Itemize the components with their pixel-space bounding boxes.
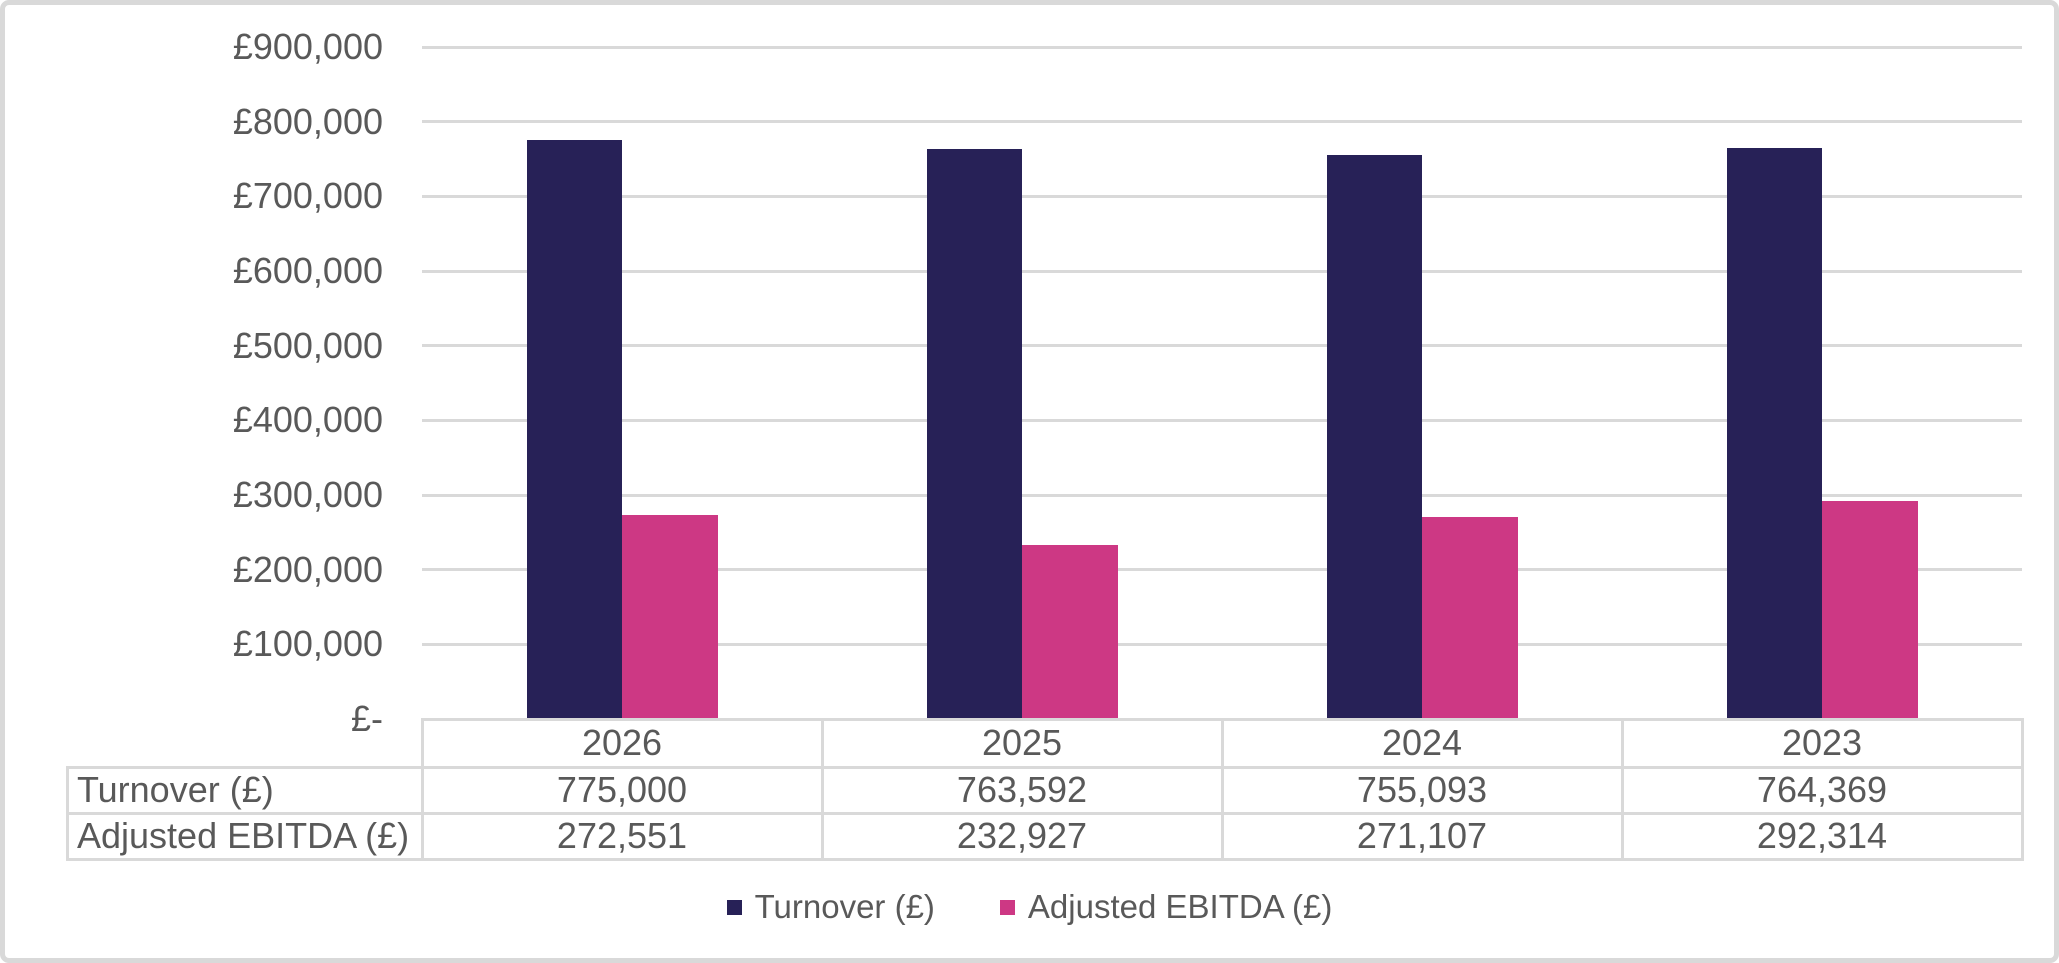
gridline [422, 418, 2022, 422]
bar-ebitda-2023 [1822, 501, 1918, 719]
table-category-cell: 2023 [1781, 722, 1863, 763]
bar-turnover-2026 [527, 140, 622, 719]
legend-swatch-icon [726, 899, 742, 915]
gridline [422, 120, 2022, 124]
legend-label: Adjusted EBITDA (£) [1027, 888, 1333, 925]
gridline [422, 344, 2022, 348]
y-axis-tick-label: £300,000 [232, 474, 383, 515]
table-value-cell: 764,369 [1756, 769, 1888, 810]
plot-area [422, 45, 2022, 719]
table-border-line [65, 765, 69, 861]
table-border-line [1620, 717, 1624, 861]
table-border-line [2020, 717, 2024, 861]
legend-swatch-icon [999, 899, 1015, 915]
table-value-cell: 272,551 [556, 815, 688, 856]
bar-turnover-2024 [1327, 155, 1422, 719]
gridline [422, 493, 2022, 497]
table-value-cell: 763,592 [956, 769, 1088, 810]
table-category-cell: 2024 [1381, 722, 1463, 763]
gridline [422, 568, 2022, 572]
y-axis-tick-label: £900,000 [232, 26, 383, 67]
y-axis-tick-label: £100,000 [232, 623, 383, 665]
y-axis-tick-label: £700,000 [232, 175, 383, 217]
legend-label: Turnover (£) [754, 888, 935, 925]
table-border-line [67, 857, 2022, 861]
y-axis-tick-label: £- [350, 698, 383, 739]
bar-turnover-2023 [1727, 148, 1822, 719]
table-border-line [420, 717, 424, 861]
table-value-cell: 232,927 [956, 815, 1088, 856]
bar-ebitda-2024 [1422, 517, 1518, 719]
table-value-cell: 271,107 [1356, 815, 1488, 856]
legend-entry: Adjusted EBITDA (£) [999, 888, 1333, 926]
bar-ebitda-2025 [1022, 545, 1118, 719]
legend: Turnover (£) Adjusted EBITDA (£) [5, 885, 2054, 929]
legend-entry: Turnover (£) [726, 888, 935, 926]
bar-ebitda-2026 [622, 515, 718, 719]
y-axis: £900,000 £800,000 £700,000 £600,000 £500,000… [5, 5, 383, 958]
y-axis-tick-label: £500,000 [232, 324, 383, 366]
table-row-label: Turnover (£) [77, 769, 274, 810]
gridline [422, 642, 2022, 646]
table-border-line [67, 811, 2022, 815]
table-value-cell: 292,314 [1756, 815, 1888, 856]
table-border-line [67, 765, 2022, 769]
table-value-cell: 775,000 [556, 769, 688, 810]
y-axis-tick-label: £400,000 [232, 399, 383, 441]
table-category-cell: 2026 [581, 722, 663, 763]
table-border-line [1220, 717, 1224, 861]
y-axis-tick-label: £800,000 [232, 100, 383, 142]
table-border-line [820, 717, 824, 861]
bar-turnover-2025 [927, 149, 1022, 719]
table-category-cell: 2025 [981, 722, 1063, 763]
y-axis-tick-label: £200,000 [232, 548, 383, 590]
gridline [422, 45, 2022, 49]
table-value-cell: 755,093 [1356, 769, 1488, 810]
gridline [422, 194, 2022, 198]
y-axis-tick-label: £600,000 [232, 250, 383, 291]
table-row-label: Adjusted EBITDA (£) [77, 815, 410, 856]
gridline [422, 269, 2022, 273]
